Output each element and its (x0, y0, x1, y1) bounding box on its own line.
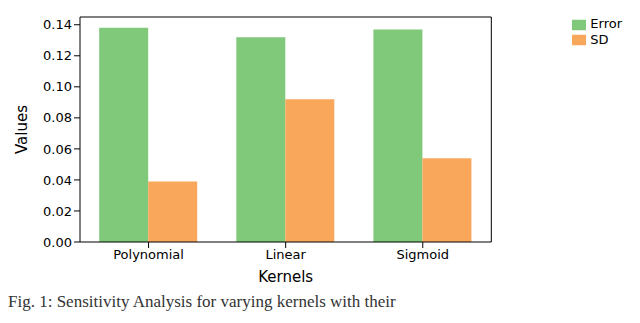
svg-text:0.00: 0.00 (43, 235, 72, 250)
svg-text:0.10: 0.10 (43, 79, 72, 94)
svg-text:0.02: 0.02 (43, 204, 72, 219)
html-text:Error: Error (590, 16, 622, 31)
svg-text:Kernels: Kernels (258, 268, 313, 286)
svg-text:Sigmoid: Sigmoid (396, 247, 449, 262)
svg-text:0.14: 0.14 (43, 17, 72, 32)
svg-text:0.04: 0.04 (43, 173, 72, 188)
svg-text:0.06: 0.06 (43, 142, 72, 157)
html-text:SD: SD (590, 31, 609, 47)
svg-text:0.12: 0.12 (43, 48, 72, 63)
svg-text:Linear: Linear (265, 247, 306, 262)
svg-text:0.08: 0.08 (43, 110, 72, 125)
svg-text:Values: Values (13, 105, 31, 154)
html-text:Fig. 1: Sensitivity Analysis f: Fig. 1: Sensitivity Analysis for varying… (8, 292, 396, 311)
svg-text:Polynomial: Polynomial (113, 247, 184, 262)
